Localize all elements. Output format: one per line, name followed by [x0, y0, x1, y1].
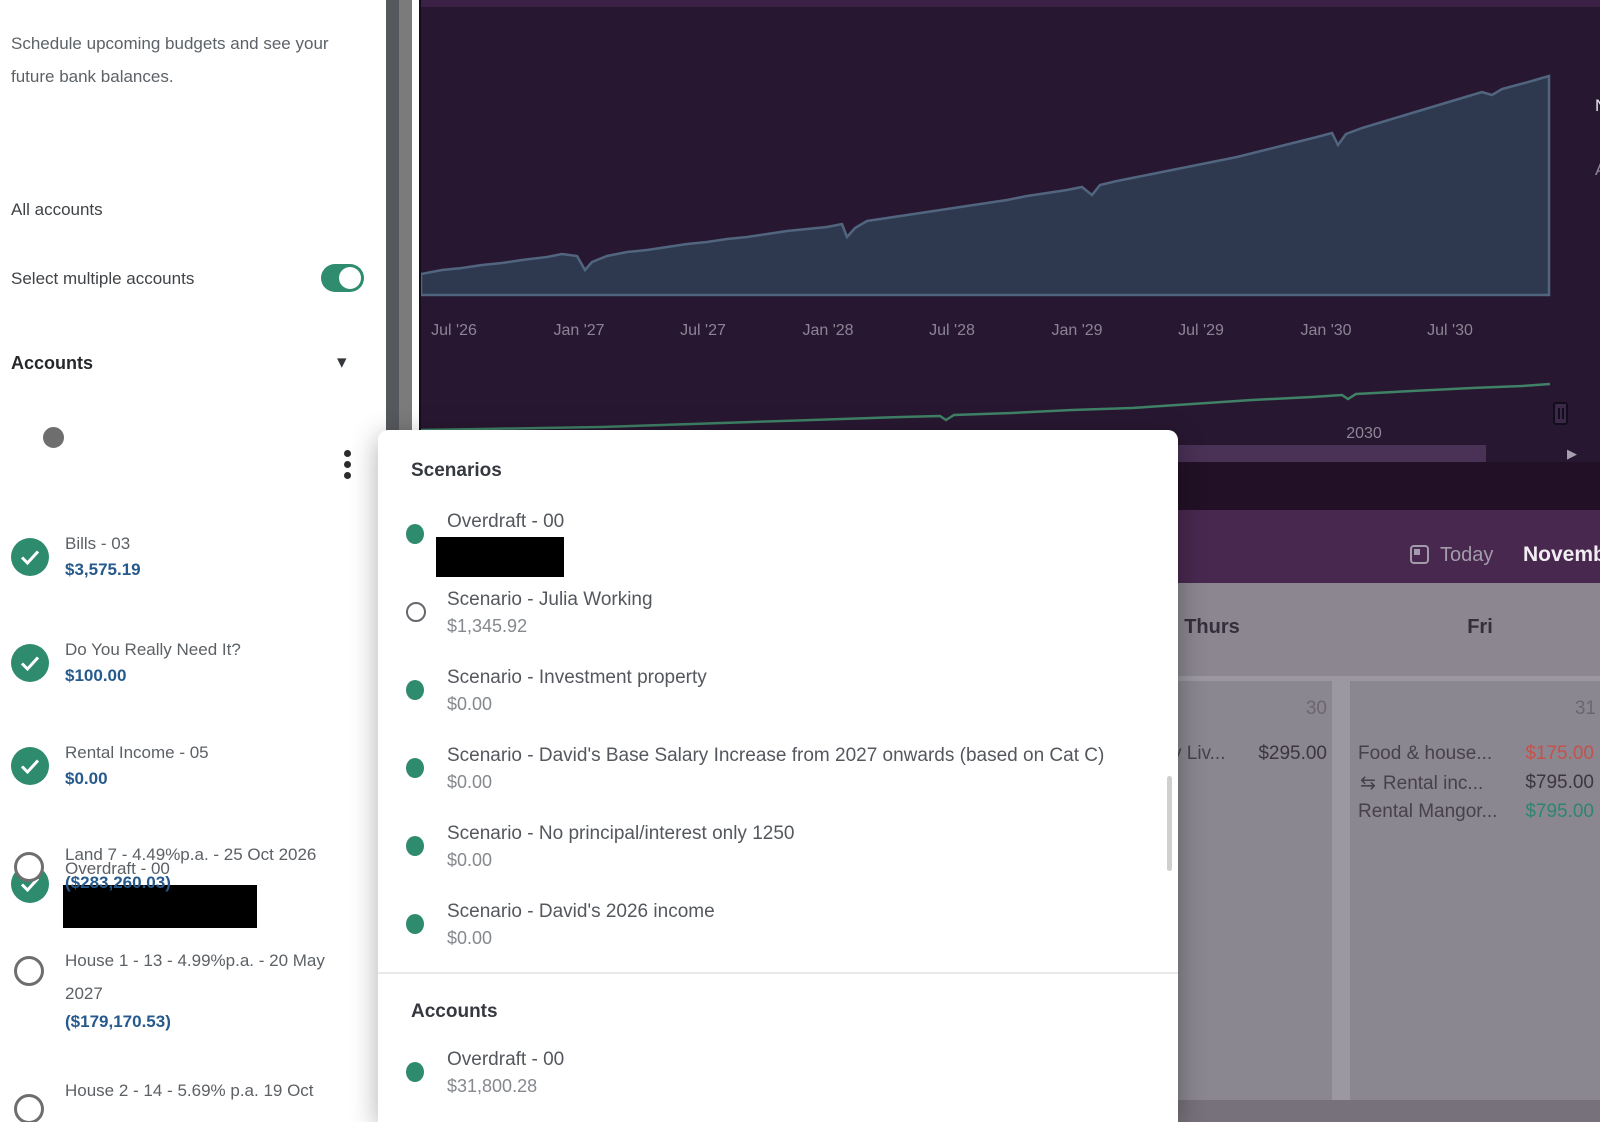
month-label: November	[1523, 543, 1600, 566]
x-tick: Jul '27	[680, 322, 726, 339]
selected-dot-icon[interactable]	[406, 836, 424, 856]
date-number: 31	[1574, 698, 1596, 719]
date-number: 30	[1305, 698, 1327, 719]
select-multiple-label: Select multiple accounts	[11, 269, 195, 288]
select-multiple-toggle[interactable]	[321, 264, 364, 292]
selected-dot-icon[interactable]	[406, 1062, 424, 1082]
scenarios-header: Scenarios	[411, 460, 502, 481]
day-header-thurs: Thurs	[1184, 616, 1240, 638]
chart-top-strip	[421, 0, 1600, 7]
sidebar-scrollbar-thumb[interactable]	[386, 0, 399, 438]
calendar-today-icon	[1410, 545, 1429, 564]
account-name: Do You Really Need It?	[65, 640, 241, 659]
today-button[interactable]: Today	[1440, 544, 1494, 566]
account-amount: ($283,260.03)	[65, 873, 171, 892]
calendar-column-gap	[1332, 681, 1350, 1100]
x-tick: Jan '30	[1300, 322, 1352, 339]
account-amount: $100.00	[65, 666, 127, 685]
calendar-entry-label[interactable]: ⇆ Rental inc...	[1360, 773, 1484, 794]
popover-accounts-header: Accounts	[411, 1001, 498, 1022]
x-tick: Jan '27	[553, 322, 605, 339]
forecast-chart-panel: Jul '26 Jan '27 Jul '27 Jan '28 Jul '28 …	[419, 0, 1600, 510]
unselected-ring-icon[interactable]	[406, 602, 426, 622]
clipped-right-label-top: N	[1595, 96, 1600, 116]
account-amount: $0.00	[65, 769, 108, 788]
x-tick: Jan '28	[802, 322, 854, 339]
selected-dot-icon[interactable]	[406, 758, 424, 778]
popover-divider	[378, 972, 1178, 974]
calendar-entry-amount: $795.00	[1525, 772, 1594, 793]
clipped-right-label-bottom: A	[1595, 160, 1600, 180]
account-status-dot	[41, 425, 66, 450]
all-accounts-label[interactable]: All accounts	[11, 200, 103, 219]
checked-circle-icon[interactable]	[11, 747, 49, 785]
day-header-fri: Fri	[1467, 616, 1493, 638]
selected-dot-icon[interactable]	[406, 524, 424, 544]
balance-area-chart	[421, 74, 1551, 432]
calendar-entry-amount: $795.00	[1525, 801, 1594, 822]
redacted-account-detail	[63, 885, 257, 928]
scroll-right-arrow-icon[interactable]: ▶	[1567, 446, 1577, 461]
checked-circle-icon[interactable]	[11, 538, 49, 576]
calendar-entry-label[interactable]: Food & house...	[1358, 743, 1493, 764]
selected-dot-icon[interactable]	[406, 680, 424, 700]
calendar-cell-friday[interactable]	[1350, 681, 1600, 1100]
sidebar-description: Schedule upcoming budgets and see your f…	[11, 34, 329, 86]
account-name: House 2 - 14 - 5.69% p.a. 19 Oct	[65, 1081, 314, 1100]
x-tick: Jul '29	[1178, 322, 1224, 339]
account-name: Land 7 - 4.49%p.a. - 25 Oct 2026	[65, 845, 317, 864]
x-tick: Jul '28	[929, 322, 975, 339]
kebab-menu-icon[interactable]	[338, 444, 356, 485]
accounts-sidebar: Schedule upcoming budgets and see your f…	[0, 0, 386, 1122]
account-name: Rental Income - 05	[65, 743, 209, 762]
account-name: Bills - 03	[65, 534, 131, 553]
calendar-entry-amount: $175.00	[1525, 743, 1594, 764]
balance-area-series	[421, 74, 1551, 297]
checked-circle-icon[interactable]	[11, 644, 49, 682]
account-name: Overdraft - 00	[65, 859, 170, 878]
x-tick: Jul '30	[1427, 322, 1473, 339]
unchecked-circle-icon[interactable]	[14, 956, 44, 986]
window-scrollbar-thumb[interactable]	[399, 0, 412, 438]
navigator-handle[interactable]	[1553, 402, 1568, 425]
calendar-entry-amount: $295.00	[1258, 743, 1327, 764]
account-amount: ($179,170.53)	[65, 1012, 171, 1031]
scenarios-popover: Scenarios Overdraft - 00 Scenario - Juli…	[378, 430, 1178, 1122]
calendar-entry-label[interactable]: Rental Mangor...	[1358, 801, 1498, 822]
chart-scrollbar-track[interactable]	[1102, 445, 1486, 462]
calendar-entry-label[interactable]: y Liv...	[1172, 743, 1226, 764]
popover-scrollbar-thumb[interactable]	[1167, 776, 1172, 871]
redacted-scenario-detail	[436, 537, 564, 577]
toggle-knob	[339, 267, 361, 289]
account-amount: $3,575.19	[65, 560, 141, 579]
transfer-icon: ⇆	[1360, 773, 1376, 794]
account-row-overdraft[interactable]: Overdraft - 00	[0, 430, 386, 928]
account-name: House 1 - 13 - 4.99%p.a. - 20 May 2027	[65, 951, 325, 1003]
selected-dot-icon[interactable]	[406, 914, 424, 934]
chevron-down-icon[interactable]: ▾	[337, 352, 347, 373]
navigator-year-label: 2030	[1346, 425, 1382, 442]
unchecked-circle-icon[interactable]	[14, 852, 44, 882]
unchecked-circle-icon[interactable]	[14, 1094, 44, 1122]
x-tick: Jul '26	[431, 322, 477, 339]
accounts-section-header: Accounts	[11, 353, 94, 373]
x-tick: Jan '29	[1051, 322, 1103, 339]
navigator-trend-line	[421, 382, 1551, 432]
